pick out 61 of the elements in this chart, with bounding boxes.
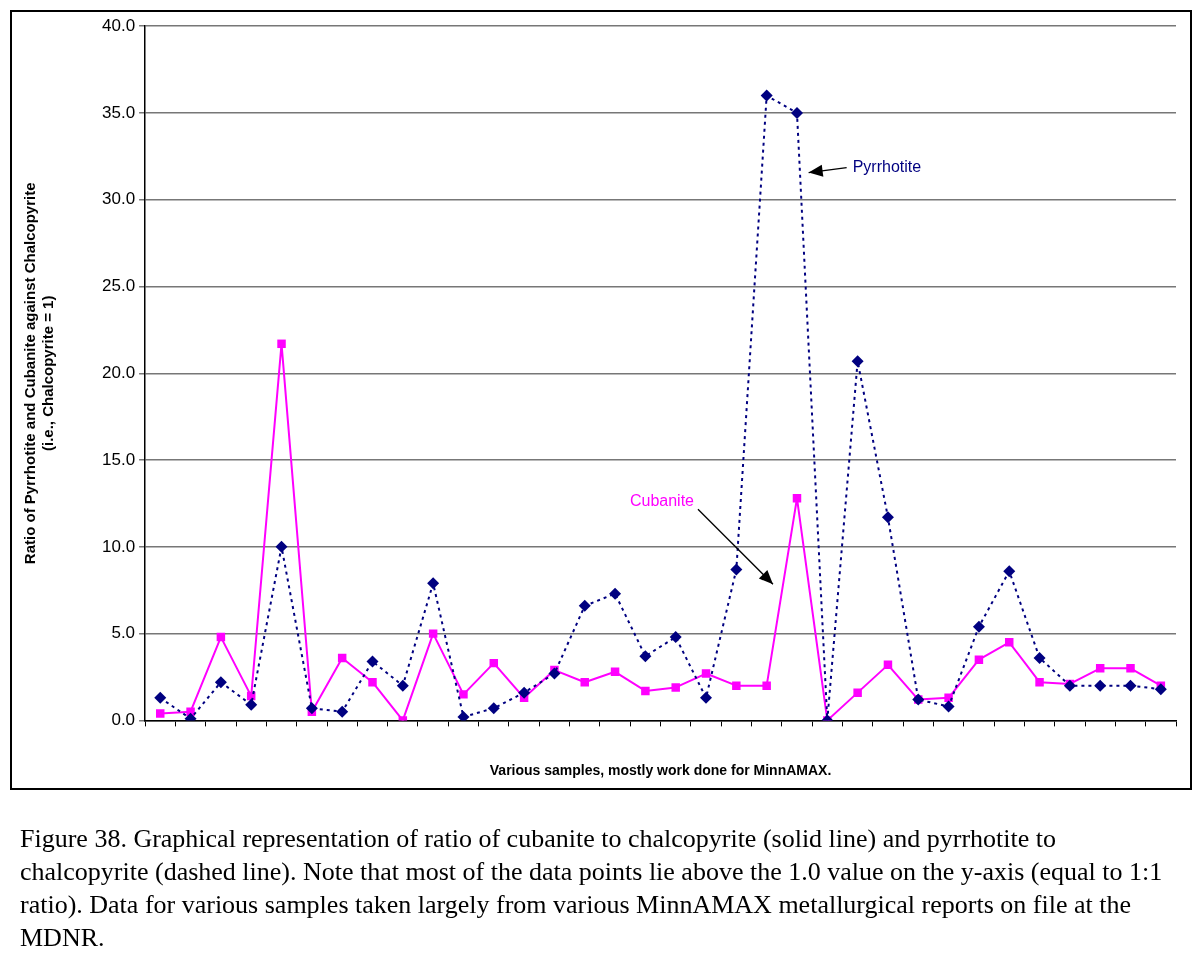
point — [459, 690, 468, 699]
point — [578, 599, 591, 612]
point — [518, 686, 531, 699]
y-tick-label: 20.0 — [101, 362, 136, 382]
point — [428, 629, 438, 638]
point — [156, 709, 165, 718]
point — [1095, 664, 1105, 673]
point — [1154, 683, 1167, 696]
point — [277, 339, 286, 349]
y-tick-label: 10.0 — [101, 536, 136, 556]
y-tick-label: 30.0 — [101, 189, 136, 209]
point — [851, 355, 864, 368]
point — [1003, 565, 1016, 578]
point — [730, 563, 743, 576]
point — [580, 677, 589, 687]
point — [790, 106, 803, 119]
point — [609, 587, 622, 600]
point — [639, 650, 652, 663]
point — [336, 705, 349, 718]
y-tick-label: 15.0 — [101, 449, 136, 469]
point — [275, 540, 288, 553]
point — [427, 577, 440, 590]
point — [487, 702, 500, 715]
point — [548, 667, 561, 680]
point — [700, 691, 713, 704]
y-tick-label: 5.0 — [111, 623, 136, 643]
point — [1126, 664, 1135, 673]
point — [214, 676, 227, 689]
y-tick-label: 0.0 — [111, 710, 136, 730]
point — [1033, 651, 1046, 664]
point — [245, 698, 258, 711]
point — [974, 655, 984, 664]
y-tick-label: 35.0 — [101, 102, 136, 122]
point — [732, 681, 741, 690]
point — [1094, 679, 1107, 692]
point — [1035, 677, 1044, 687]
point — [641, 686, 650, 696]
point — [305, 702, 318, 715]
point — [457, 710, 470, 721]
point — [396, 679, 409, 692]
x-axis-title: Various samples, mostly work done for MinnAMAX. — [489, 762, 832, 779]
y-tick-label: 25.0 — [101, 276, 136, 296]
point — [368, 677, 377, 687]
point — [1124, 679, 1137, 692]
point — [671, 683, 680, 692]
point — [366, 655, 379, 668]
y-axis-title: Ratio of Pyrrhotite and Cubanite against Chalcopyrite (i.e., Chalcopyrite = 1) — [21, 182, 57, 565]
point — [762, 681, 771, 690]
point — [881, 511, 894, 524]
point — [154, 691, 167, 704]
text: Cubanite — [629, 491, 695, 509]
point — [760, 89, 773, 102]
point — [853, 688, 862, 697]
point — [942, 700, 955, 713]
caption: Figure 38. Graphical representation of ratio of cubanite to chalcopyrite (solid line) and pyrrhotite to chalcopyrite (dashed line). Note that most of the data points lie above the 1.0 value on the y-axis (equal to 1:1 ratio). Data for various samples taken largely from various MinnAMAX metallurgical reports on file at the MDNR. — [20, 823, 1164, 954]
point — [669, 631, 682, 644]
y-tick-label: 40.0 — [101, 15, 136, 35]
point — [701, 669, 711, 678]
point — [1004, 638, 1014, 647]
point — [972, 620, 985, 633]
text: Pyrrhotite — [852, 158, 922, 176]
